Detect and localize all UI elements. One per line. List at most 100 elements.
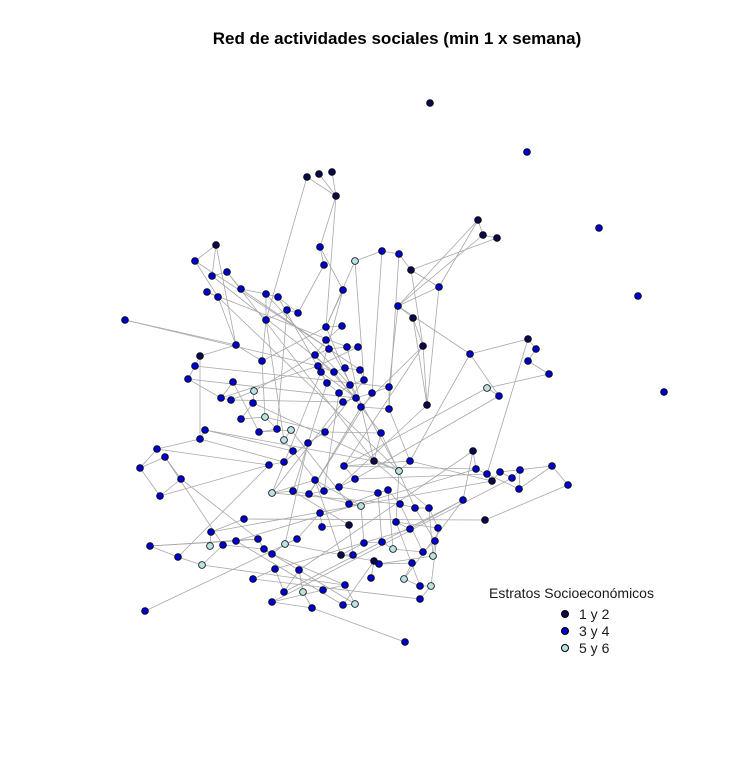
network-edge bbox=[373, 460, 430, 509]
network-node bbox=[201, 426, 209, 434]
network-node bbox=[431, 537, 439, 545]
network-edge bbox=[177, 464, 270, 558]
network-edge bbox=[204, 429, 294, 452]
network-node bbox=[268, 489, 276, 497]
network-node bbox=[395, 467, 403, 475]
network-edge bbox=[292, 382, 328, 492]
network-edge bbox=[397, 234, 484, 307]
network-node bbox=[318, 523, 326, 531]
network-edge bbox=[230, 399, 344, 403]
network-node bbox=[281, 540, 289, 548]
network-node bbox=[262, 316, 270, 324]
network-node bbox=[319, 586, 327, 594]
network-node bbox=[435, 283, 443, 291]
network-node bbox=[249, 399, 257, 407]
network-edge bbox=[320, 289, 344, 373]
network-node bbox=[385, 405, 393, 413]
network-node bbox=[370, 557, 378, 565]
network-node bbox=[271, 565, 279, 573]
network-edge bbox=[194, 260, 330, 350]
network-node bbox=[351, 600, 359, 608]
network-node bbox=[660, 388, 668, 396]
network-node bbox=[320, 261, 328, 269]
network-node bbox=[564, 481, 572, 489]
network-edge bbox=[199, 344, 237, 357]
network-node bbox=[174, 553, 182, 561]
network-edge bbox=[388, 253, 400, 410]
network-node bbox=[374, 489, 382, 497]
network-node bbox=[346, 381, 354, 389]
network-edge bbox=[274, 528, 411, 570]
network-edge bbox=[194, 260, 219, 298]
network-node bbox=[368, 389, 376, 397]
network-edge bbox=[187, 378, 357, 399]
network-node bbox=[389, 545, 397, 553]
network-edge bbox=[319, 195, 337, 248]
network-node bbox=[409, 314, 417, 322]
network-node bbox=[283, 306, 291, 314]
network-edge bbox=[199, 438, 285, 463]
network-node bbox=[345, 500, 353, 508]
network-node bbox=[545, 370, 553, 378]
network-node bbox=[337, 551, 345, 559]
network-node bbox=[322, 336, 330, 344]
network-node bbox=[351, 475, 359, 483]
network-node bbox=[191, 362, 199, 370]
network-node bbox=[146, 542, 154, 550]
network-edge bbox=[397, 305, 471, 355]
network-node bbox=[321, 428, 329, 436]
network-edge bbox=[210, 518, 245, 533]
network-edge bbox=[211, 244, 217, 277]
network-edge bbox=[338, 486, 379, 494]
network-node bbox=[219, 541, 227, 549]
network-edge bbox=[265, 176, 308, 321]
network-node bbox=[240, 515, 248, 523]
network-node bbox=[483, 384, 491, 392]
network-node bbox=[496, 468, 504, 476]
network-edge bbox=[253, 354, 316, 392]
network-node bbox=[196, 435, 204, 443]
network-edge bbox=[325, 195, 337, 328]
network-node bbox=[401, 638, 409, 646]
network-node bbox=[260, 545, 268, 553]
network-node bbox=[303, 173, 311, 181]
network-edge bbox=[290, 429, 350, 505]
network-edge bbox=[243, 518, 486, 521]
network-edge bbox=[324, 379, 365, 433]
network-edge bbox=[340, 542, 365, 556]
network-node bbox=[198, 561, 206, 569]
network-edge bbox=[180, 478, 259, 540]
network-node bbox=[258, 357, 266, 365]
network-edge bbox=[428, 507, 434, 557]
network-node bbox=[515, 485, 523, 493]
network-edge bbox=[240, 288, 361, 371]
network-node bbox=[400, 575, 408, 583]
network-edge bbox=[156, 438, 201, 450]
network-node bbox=[360, 376, 368, 384]
network-edge bbox=[271, 553, 346, 586]
network-edge bbox=[343, 465, 477, 470]
network-node bbox=[328, 168, 336, 176]
network-edge bbox=[159, 478, 182, 497]
network-edge bbox=[426, 286, 440, 406]
network-edge bbox=[412, 317, 424, 347]
network-edge bbox=[410, 237, 498, 271]
network-edge bbox=[527, 360, 550, 375]
network-edge bbox=[124, 319, 319, 367]
network-edge bbox=[343, 387, 488, 467]
network-node bbox=[416, 595, 424, 603]
network-node bbox=[227, 396, 235, 404]
network-node bbox=[268, 550, 276, 558]
network-node bbox=[153, 445, 161, 453]
network-node bbox=[265, 461, 273, 469]
network-node bbox=[295, 566, 303, 574]
network-node bbox=[378, 247, 386, 255]
network-node bbox=[217, 394, 225, 402]
network-node bbox=[493, 234, 501, 242]
network-node bbox=[395, 250, 403, 258]
network-edge bbox=[139, 456, 166, 469]
network-node bbox=[237, 285, 245, 293]
network-node bbox=[294, 309, 302, 317]
network-node bbox=[378, 538, 386, 546]
network-node bbox=[472, 465, 480, 473]
